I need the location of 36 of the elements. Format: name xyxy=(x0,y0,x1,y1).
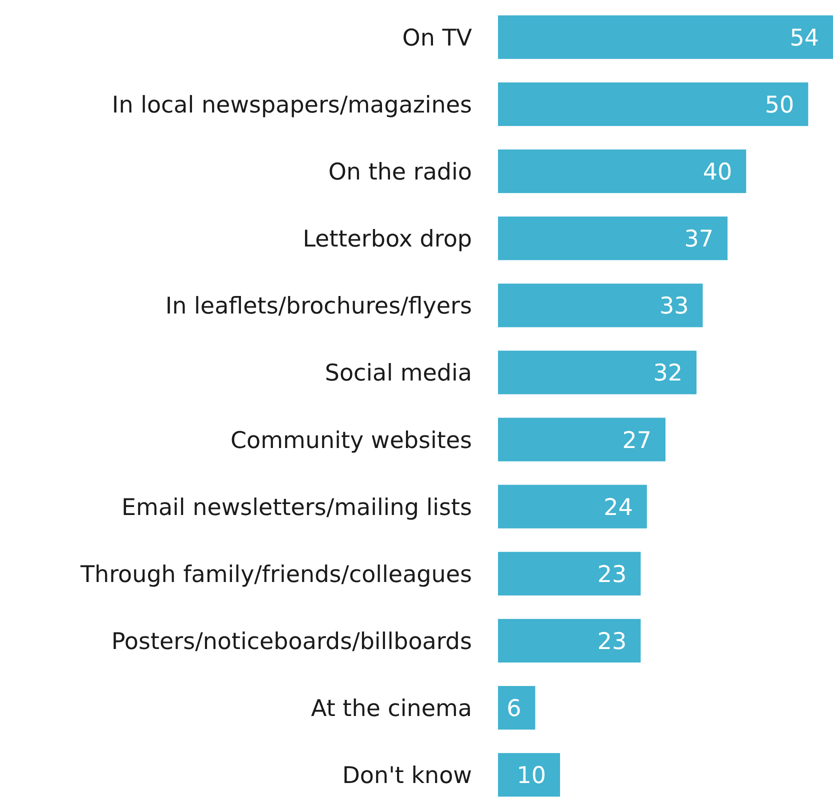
data-label: 32 xyxy=(653,360,683,387)
y-tick-label: On the radio xyxy=(328,160,472,186)
y-tick-label: In local newspapers/magazines xyxy=(112,92,472,118)
bar xyxy=(498,216,728,260)
y-tick-label: Posters/noticeboards/billboards xyxy=(111,629,472,656)
y-tick-label: Don't know xyxy=(342,763,472,790)
data-label: 23 xyxy=(597,629,627,656)
data-label: 54 xyxy=(790,25,819,52)
data-label: 23 xyxy=(597,562,627,588)
bar xyxy=(498,82,808,126)
bar xyxy=(498,686,536,730)
data-label: 10 xyxy=(516,763,546,790)
y-tick-label: Social media xyxy=(324,360,472,387)
bar xyxy=(498,418,666,462)
data-label: 6 xyxy=(506,696,522,722)
y-tick-label: In leaflets/brochures/flyers xyxy=(165,294,472,320)
data-label: 37 xyxy=(684,226,714,253)
data-label: 27 xyxy=(622,428,652,454)
data-label: 24 xyxy=(604,494,633,521)
y-tick-label: Through family/friends/colleagues xyxy=(79,562,472,588)
bar xyxy=(498,350,697,394)
bar xyxy=(498,484,647,528)
bar xyxy=(498,753,560,797)
bar xyxy=(498,284,703,328)
y-tick-label: Email newsletters/mailing lists xyxy=(122,494,472,521)
bar xyxy=(498,552,641,596)
y-tick-label: Letterbox drop xyxy=(302,226,472,253)
y-tick-label: On TV xyxy=(402,25,472,52)
bar xyxy=(498,149,746,194)
y-tick-label: At the cinema xyxy=(311,696,472,722)
bar xyxy=(498,15,833,59)
y-tick-label: Community websites xyxy=(230,428,472,454)
data-label: 40 xyxy=(702,160,732,186)
data-label: 33 xyxy=(659,294,689,320)
data-label: 50 xyxy=(764,92,794,118)
bar xyxy=(498,618,641,663)
